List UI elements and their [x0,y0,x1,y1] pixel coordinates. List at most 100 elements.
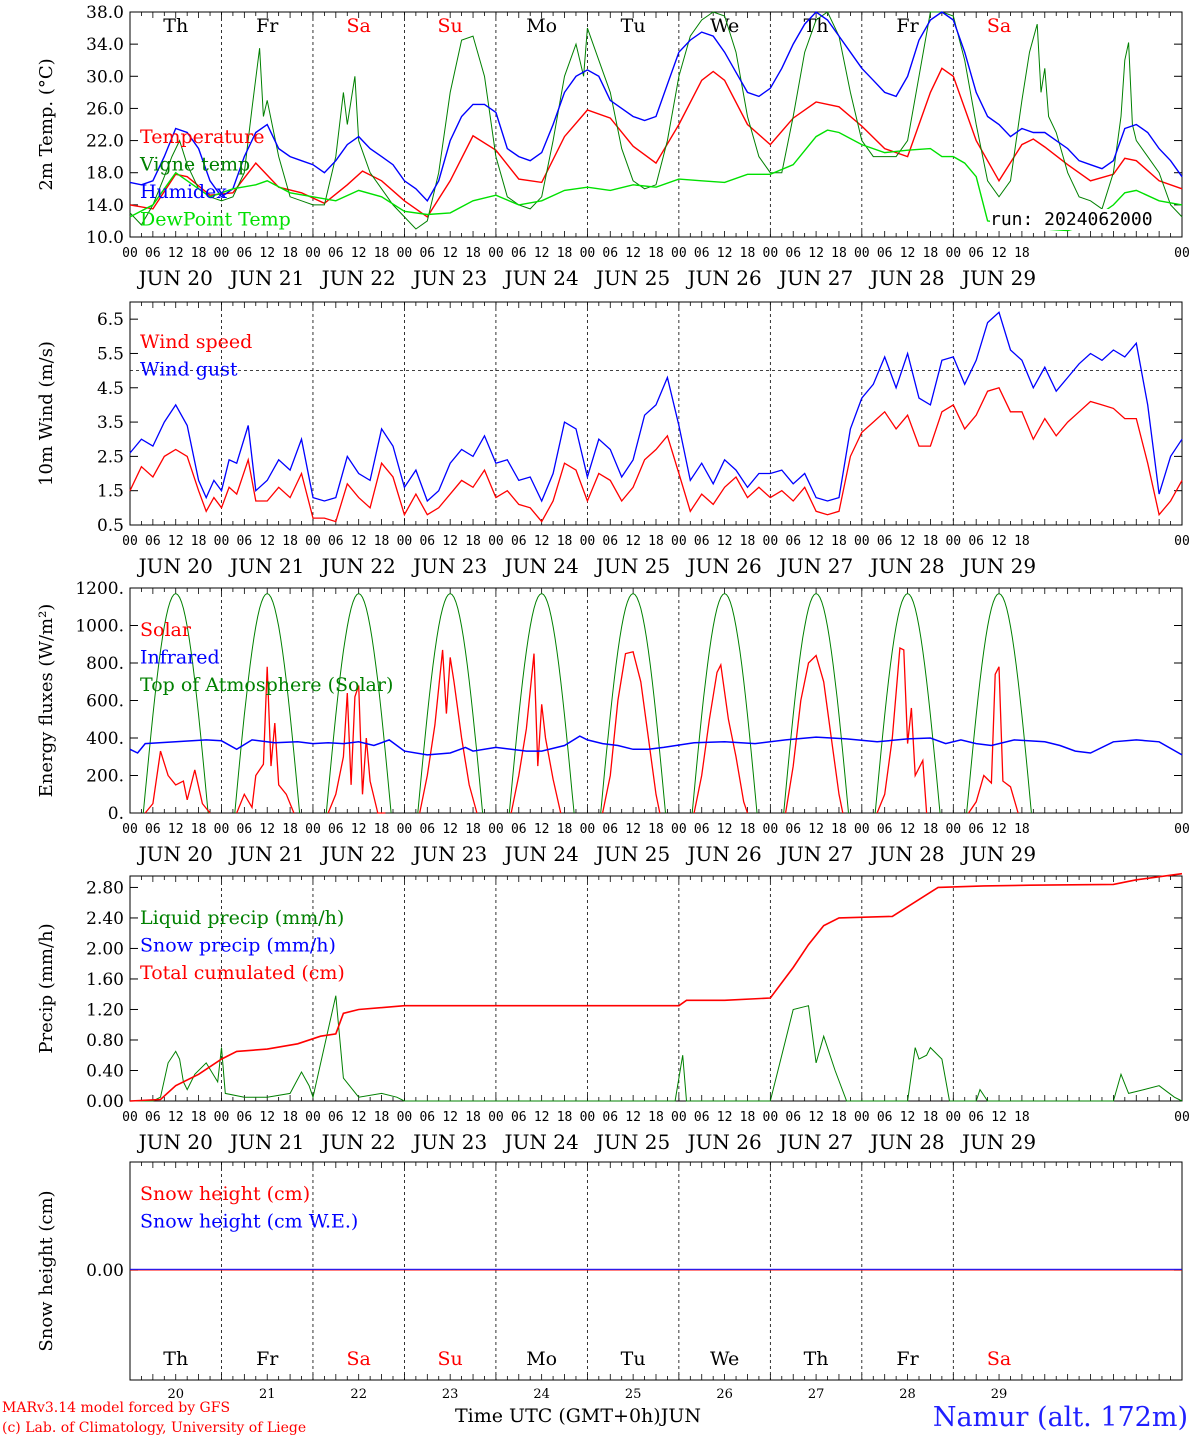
hour-tick-label: 06 [694,246,710,261]
date-label: JUN 24 [503,842,579,866]
hour-tick-label: 06 [602,246,618,261]
hour-tick-label: 06 [785,1110,801,1125]
date-label: JUN 21 [228,842,304,866]
hour-tick-label: 18 [557,534,573,549]
hour-tick-label: 00 [671,1110,687,1125]
day-name: Su [438,15,463,37]
solar-line [419,649,478,814]
legend-entry: Liquid precip (mm/h) [140,907,344,929]
y-tick-label: 6.5 [97,310,124,330]
date-label: JUN 20 [137,842,213,866]
day-number: 27 [808,1387,825,1402]
y-tick-label: 600. [86,692,124,712]
y-axis-label: Snow height (cm) [36,1190,57,1351]
hour-tick-label: 18 [831,534,847,549]
y-tick-label: 34.0 [86,35,124,55]
y-axis-label: 2m Temp. (°C) [36,58,57,190]
day-number: 20 [167,1387,184,1402]
hour-tick-label: 18 [191,1110,207,1125]
hour-tick-label: 06 [237,534,253,549]
hour-tick-label: 18 [465,534,481,549]
day-name: Su [438,1348,463,1370]
hour-tick-label: 06 [419,246,435,261]
toa-solar-line [691,593,758,814]
hour-tick-label: 06 [877,822,893,837]
hour-tick-label: 00 [945,246,961,261]
date-label: JUN 26 [686,842,762,866]
hour-tick-label: 06 [694,1110,710,1125]
panel-frame [129,301,1183,526]
hour-tick-label: 00 [397,1110,413,1125]
hour-tick-label: 06 [511,822,527,837]
y-tick-label: 4.5 [97,379,124,399]
day-name: Fr [896,1348,919,1370]
hour-tick-label: 18 [465,1110,481,1125]
hour-tick-label: 00 [1174,822,1190,837]
hour-tick-label: 06 [419,534,435,549]
y-axis-label: Precip (mm/h) [36,923,57,1053]
day-number: 29 [991,1387,1008,1402]
hour-tick-label: 06 [694,822,710,837]
hour-tick-label: 00 [122,822,138,837]
date-label: JUN 28 [868,1130,944,1154]
lab-credit: (c) Lab. of Climatology, University of L… [2,1420,307,1436]
hour-tick-label: 00 [1174,1110,1190,1125]
hour-tick-label: 00 [580,1110,596,1125]
date-label: JUN 25 [594,842,670,866]
hour-tick-label: 00 [305,822,321,837]
toa-solar-line [874,593,941,814]
date-label: JUN 21 [228,266,304,290]
series-line [129,311,1183,503]
date-label: JUN 22 [320,842,396,866]
date-label: JUN 21 [228,554,304,578]
hour-tick-label: 12 [900,1110,916,1125]
y-tick-label: 0.40 [86,1061,124,1081]
y-tick-label: 2.5 [97,447,124,467]
hour-tick-label: 06 [602,822,618,837]
hour-tick-label: 12 [991,534,1007,549]
hour-tick-label: 12 [259,534,275,549]
hour-tick-label: 06 [785,246,801,261]
y-tick-label: 2.80 [86,878,124,898]
hour-tick-label: 12 [625,246,641,261]
hour-tick-label: 18 [557,1110,573,1125]
toa-solar-line [325,593,392,814]
hour-tick-label: 18 [740,822,756,837]
date-label: JUN 23 [411,1130,487,1154]
solar-line [693,662,749,814]
date-label: JUN 22 [320,266,396,290]
hour-tick-label: 12 [717,246,733,261]
hour-tick-label: 00 [122,534,138,549]
hour-tick-label: 00 [763,822,779,837]
hour-tick-label: 12 [351,534,367,549]
date-label: JUN 28 [868,266,944,290]
hour-tick-label: 06 [237,822,253,837]
hour-tick-label: 18 [1014,246,1030,261]
hour-tick-label: 12 [808,1110,824,1125]
hour-tick-label: 00 [854,822,870,837]
legend-entry: Humidex [140,181,227,203]
hour-tick-label: 12 [900,534,916,549]
y-tick-label: 2.40 [86,909,124,929]
run-label: run: 2024062000 [990,209,1153,230]
date-label: JUN 26 [686,266,762,290]
date-label: JUN 28 [868,554,944,578]
day-name: We [710,15,739,37]
y-tick-label: 400. [86,729,124,749]
hour-tick-label: 00 [122,246,138,261]
hour-tick-label: 18 [740,534,756,549]
hour-tick-label: 06 [877,246,893,261]
hour-tick-label: 18 [923,822,939,837]
hour-tick-label: 12 [625,1110,641,1125]
hour-tick-label: 06 [968,534,984,549]
hour-tick-label: 00 [854,534,870,549]
y-tick-label: 0. [108,804,124,824]
date-label: JUN 23 [411,266,487,290]
hour-tick-label: 12 [534,1110,550,1125]
hour-tick-label: 18 [831,1110,847,1125]
series-line [129,872,1183,1102]
day-number: 22 [350,1387,367,1402]
hour-tick-label: 00 [945,822,961,837]
time-axis-label: Time UTC (GMT+0h) [455,1405,661,1427]
hour-tick-label: 18 [557,246,573,261]
